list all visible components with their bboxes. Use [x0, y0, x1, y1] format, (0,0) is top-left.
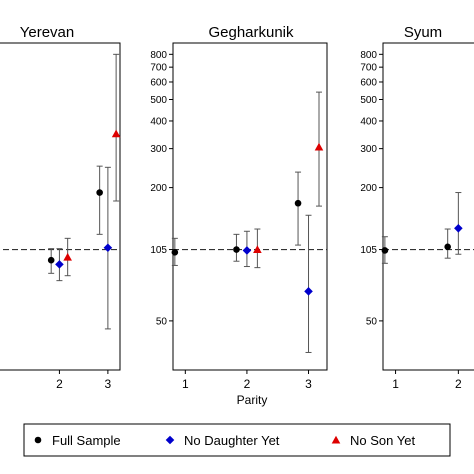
error-bar: [113, 53, 120, 202]
y-tick-label: 400: [150, 116, 167, 127]
error-bar: [455, 192, 462, 255]
legend-label: No Daughter Yet: [184, 433, 280, 448]
plot-frame: [382, 42, 474, 371]
panel-2: Syum 50 105 200 300 400 500 600 700 800 1 2: [360, 24, 474, 391]
x-tick-label: 3: [105, 377, 112, 391]
data-point: [444, 243, 451, 251]
data-point: [103, 243, 113, 253]
plot-frame: [0, 42, 121, 371]
plot-frame: [172, 42, 328, 371]
x-tick-label: 3: [305, 377, 312, 391]
data-point: [253, 245, 262, 253]
legend-entry: No Daughter Yet: [165, 433, 280, 448]
error-bar: [295, 171, 302, 246]
y-tick-label: 300: [360, 144, 377, 155]
panel-title: Syum: [404, 24, 442, 41]
data-point: [381, 247, 389, 254]
y-tick-label: 105: [150, 245, 167, 256]
data-point: [55, 260, 64, 269]
legend-entry: Full Sample: [34, 433, 121, 448]
y-tick-label: 600: [150, 77, 167, 88]
panel-0: Yerevan 2 3: [0, 24, 121, 391]
y-tick-label: 400: [360, 116, 377, 127]
x-tick-label: 2: [56, 377, 63, 391]
x-tick-label: 1: [182, 377, 189, 391]
legend-marker: [331, 435, 341, 444]
data-point: [171, 249, 179, 256]
y-tick-label: 105: [360, 245, 377, 256]
legend: Full Sample No Daughter Yet No Son Yet: [23, 423, 451, 457]
y-tick-label: 700: [150, 63, 167, 74]
data-point: [454, 223, 463, 233]
y-tick-label: 200: [150, 183, 167, 194]
y-tick-label: 800: [360, 50, 377, 61]
data-point: [47, 256, 55, 264]
data-point: [314, 142, 324, 151]
chart-panels: Yerevan 2 3 Gegharkunik 50 105 200 300 400 500 600…: [0, 24, 474, 391]
panel-title: Gegharkunik: [208, 24, 294, 41]
data-point: [242, 246, 252, 255]
y-tick-label: 700: [360, 63, 377, 74]
legend-entry: No Son Yet: [331, 433, 415, 448]
data-point: [304, 287, 313, 296]
y-tick-label: 300: [150, 144, 167, 155]
y-tick-label: 600: [360, 77, 377, 88]
y-tick-label: 200: [360, 183, 377, 194]
x-tick-label: 1: [392, 377, 399, 391]
y-tick-label: 50: [156, 316, 168, 327]
x-axis-title: Parity: [237, 393, 268, 407]
data-point: [63, 252, 72, 261]
legend-label: Full Sample: [52, 433, 121, 448]
y-tick-label: 50: [366, 316, 378, 327]
data-point: [233, 246, 240, 253]
x-tick-label: 2: [455, 377, 462, 391]
panel-title: Yerevan: [20, 24, 75, 41]
data-point: [96, 189, 103, 196]
y-tick-label: 800: [150, 50, 167, 61]
legend-label: No Son Yet: [350, 433, 415, 448]
error-bar: [305, 214, 312, 353]
error-bar: [96, 165, 103, 235]
legend-marker: [34, 436, 42, 444]
panel-1: Gegharkunik 50 105 200 300 400 500 600 700 800 1 2 3: [150, 24, 328, 391]
legend-marker: [165, 435, 175, 445]
data-point: [294, 199, 302, 207]
legend-frame: [23, 423, 451, 457]
y-tick-label: 500: [360, 95, 377, 106]
data-point: [111, 129, 121, 138]
x-tick-label: 2: [244, 377, 251, 391]
y-tick-label: 500: [150, 95, 167, 106]
